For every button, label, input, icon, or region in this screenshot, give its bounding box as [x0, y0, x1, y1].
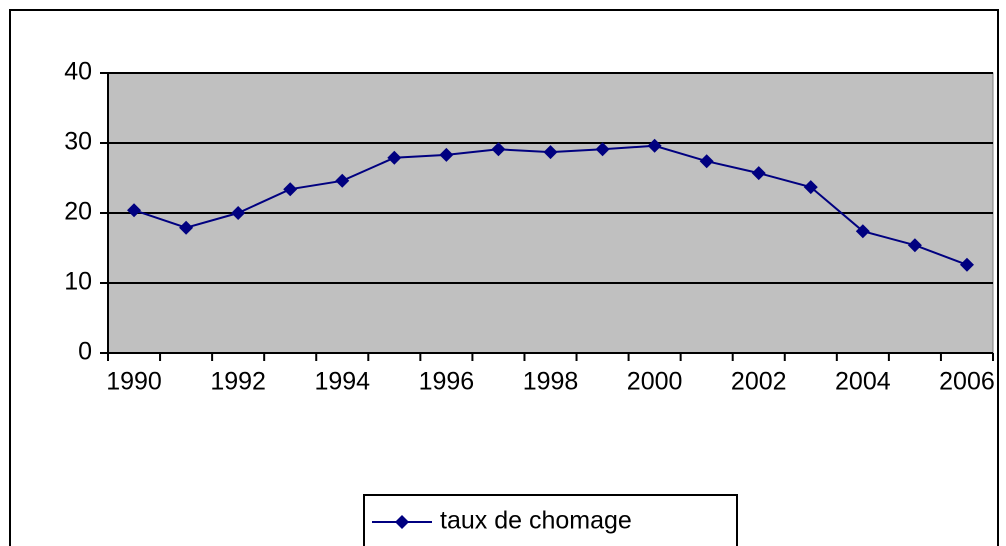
x-tick-label: 2002 [731, 368, 787, 396]
y-tick-label: 20 [64, 198, 92, 226]
y-tick-label: 40 [64, 58, 92, 86]
x-tick-label: 2004 [835, 368, 891, 396]
point-marker [595, 142, 610, 157]
point-marker [491, 142, 506, 157]
point-marker [751, 166, 766, 181]
legend-marker [395, 515, 409, 529]
x-tick-label: 2000 [627, 368, 683, 396]
point-marker [231, 206, 246, 220]
point-marker [543, 145, 558, 160]
point-marker [855, 224, 870, 239]
point-marker [387, 150, 402, 165]
x-tick-label: 1992 [210, 368, 266, 396]
point-marker [959, 257, 974, 272]
point-marker [439, 147, 454, 162]
y-tick-label: 30 [64, 128, 92, 156]
x-tick-label: 1998 [523, 368, 579, 396]
x-tick-label: 1994 [314, 368, 370, 396]
x-tick-label: 1996 [419, 368, 475, 396]
point-marker [647, 138, 662, 153]
y-tick-label: 0 [78, 338, 92, 366]
point-marker [283, 182, 298, 197]
point-marker [335, 173, 350, 188]
x-tick-label: 2006 [939, 368, 995, 396]
x-tick-label: 1990 [106, 368, 162, 396]
point-marker [179, 220, 194, 235]
y-tick-label: 10 [64, 268, 92, 296]
point-marker [803, 180, 818, 195]
point-marker [907, 238, 922, 253]
legend-label: taux de chomage [440, 507, 632, 535]
legend-box [363, 494, 738, 546]
point-marker [699, 154, 714, 169]
point-marker [127, 203, 142, 218]
